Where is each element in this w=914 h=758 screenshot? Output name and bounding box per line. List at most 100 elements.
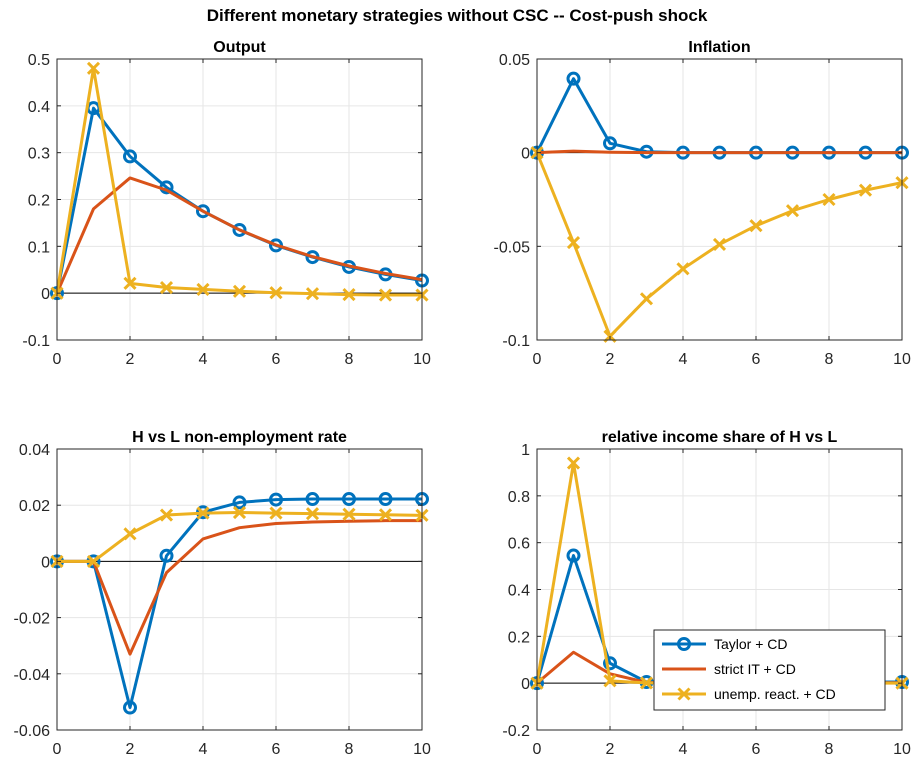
data-point [342, 492, 356, 507]
y-tick-label: 0 [521, 146, 530, 163]
panel-inflation: 0 2 4 6 8 10 -0.1 -0.05 0 0.05 Inflation [494, 39, 911, 368]
x-tick-label: 0 [53, 351, 62, 368]
data-point [269, 506, 283, 520]
data-point [712, 237, 727, 252]
series-taylor [50, 492, 429, 715]
data-point [305, 492, 320, 507]
data-point [123, 276, 137, 290]
y-tick-label: 0.4 [508, 583, 530, 600]
legend-entry-taylor: Taylor + CD [662, 636, 788, 652]
data-point [159, 548, 174, 563]
data-point [269, 286, 283, 300]
series-line-strict-it [57, 519, 422, 656]
x-tick-label: 2 [126, 741, 135, 758]
data-point [639, 676, 654, 690]
y-tick-label: 0.1 [28, 239, 50, 256]
panel-title: Inflation [688, 39, 750, 56]
data-point [566, 456, 581, 470]
y-tick-label: 0.2 [28, 193, 50, 210]
data-point [858, 183, 873, 197]
panel-title: Output [213, 39, 266, 56]
data-point [196, 282, 210, 296]
legend-entry-strict-it: strict IT + CD [662, 661, 796, 677]
x-tick-label: 8 [345, 741, 354, 758]
x-tick-label: 8 [825, 351, 834, 368]
data-point [639, 292, 654, 306]
y-tick-label: 0.2 [508, 629, 530, 646]
y-tick-label: -0.1 [22, 333, 50, 350]
x-tick-label: 6 [752, 351, 761, 368]
axes-box [536, 58, 903, 341]
panel-title: relative income share of H vs L [602, 429, 838, 446]
data-point [378, 492, 393, 507]
plot-area [57, 449, 422, 730]
x-tick-label: 6 [272, 741, 281, 758]
data-point [378, 288, 393, 302]
y-tick-label: 0.04 [19, 442, 50, 459]
x-tick-label: 2 [606, 741, 615, 758]
y-tick-label: 0.05 [499, 52, 530, 69]
legend-label: strict IT + CD [714, 661, 796, 677]
x-tick-label: 10 [893, 741, 911, 758]
x-tick-label: 0 [533, 741, 542, 758]
y-tick-label: 1 [521, 442, 530, 459]
data-point [232, 222, 247, 237]
data-point [749, 219, 763, 233]
x-tick-label: 0 [533, 351, 542, 368]
x-tick-label: 10 [413, 741, 431, 758]
plot-area [537, 59, 902, 340]
x-tick-label: 8 [345, 351, 354, 368]
x-tick-label: 0 [53, 741, 62, 758]
data-point [232, 505, 247, 520]
series-unemp-react [50, 505, 429, 568]
data-point [196, 204, 210, 219]
legend-marker [677, 637, 691, 651]
y-tick-label: -0.05 [494, 239, 531, 256]
data-point [86, 61, 101, 75]
data-point [822, 192, 836, 207]
x-tick-label: 6 [272, 351, 281, 368]
x-tick-label: 6 [752, 741, 761, 758]
data-point [269, 492, 283, 507]
data-point [196, 506, 210, 520]
y-tick-label: 0.6 [508, 536, 530, 553]
x-tick-label: 4 [199, 351, 208, 368]
data-point [86, 554, 101, 568]
series-strict-it [57, 519, 422, 656]
x-tick-label: 10 [893, 351, 911, 368]
axes-box [56, 448, 423, 731]
x-tick-label: 2 [606, 351, 615, 368]
data-point [123, 700, 137, 715]
data-point [305, 287, 320, 301]
data-point [123, 527, 137, 541]
data-point [603, 674, 617, 688]
x-tick-label: 4 [199, 741, 208, 758]
y-tick-label: 0.4 [28, 99, 50, 116]
x-tick-label: 4 [679, 351, 688, 368]
x-tick-label: 4 [679, 741, 688, 758]
y-tick-label: -0.06 [14, 723, 51, 740]
data-point [676, 262, 690, 276]
data-point [603, 656, 617, 671]
series-strict-it [536, 149, 902, 155]
data-point [566, 548, 581, 563]
data-point [785, 204, 800, 218]
legend-marker [677, 687, 691, 701]
data-point [603, 136, 617, 151]
y-tick-label: 0.3 [28, 146, 50, 163]
data-point [123, 149, 137, 164]
data-point [342, 288, 356, 302]
data-point [305, 507, 320, 521]
legend-label: Taylor + CD [714, 636, 788, 652]
data-point [159, 508, 174, 522]
data-point [566, 236, 581, 250]
data-point [232, 495, 247, 510]
series-line-strict-it [55, 176, 423, 294]
data-point [232, 284, 247, 298]
x-tick-label: 2 [126, 351, 135, 368]
data-point [342, 507, 356, 521]
y-tick-label: 0 [521, 676, 530, 693]
y-tick-label: 0.5 [28, 52, 50, 69]
legend: Taylor + CD strict IT + CD unemp. react. +… [653, 629, 886, 711]
